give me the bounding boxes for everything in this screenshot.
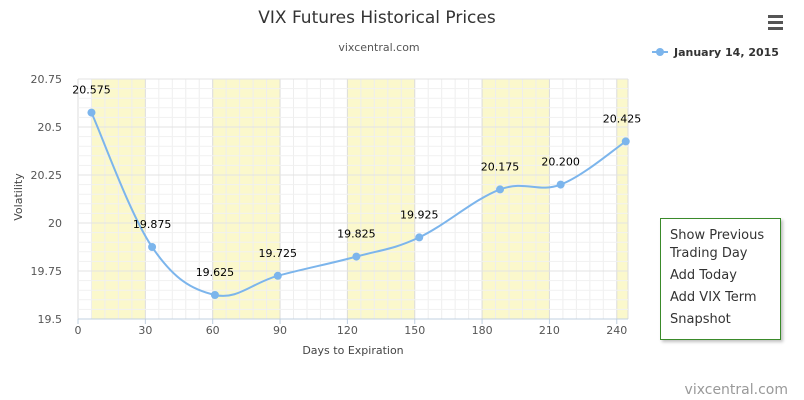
y-tick-label: 20.75 xyxy=(31,73,63,86)
data-label: 19.925 xyxy=(400,208,439,221)
data-point xyxy=(210,291,219,299)
chart-subtitle: vixcentral.com xyxy=(338,41,419,54)
menu-item-add-vix-term[interactable]: Add VIX Term xyxy=(670,290,757,305)
plot-band-2 xyxy=(347,79,415,319)
credit-link[interactable]: vixcentral.com xyxy=(685,382,788,398)
horizontal-grid xyxy=(78,78,628,320)
menu-item-add-today[interactable]: Add Today xyxy=(670,268,737,283)
data-label: 19.625 xyxy=(196,266,235,279)
y-tick-label: 19.5 xyxy=(38,313,63,326)
plot-bands xyxy=(91,79,628,319)
data-points xyxy=(87,108,630,299)
data-label: 19.725 xyxy=(259,247,298,260)
chart-title: VIX Futures Historical Prices xyxy=(258,8,496,28)
y-tick-label: 20 xyxy=(48,217,62,230)
data-label: 20.175 xyxy=(481,160,520,173)
data-label: 20.575 xyxy=(72,84,111,97)
x-tick-label: 150 xyxy=(404,324,425,337)
legend-marker-icon xyxy=(656,48,664,56)
x-tick-label: 180 xyxy=(472,324,493,337)
x-tick-label: 60 xyxy=(206,324,220,337)
plot-band-3 xyxy=(482,79,550,319)
plot-band-1 xyxy=(212,79,281,319)
data-point xyxy=(556,180,565,189)
data-point xyxy=(496,185,505,194)
x-tick-label: 240 xyxy=(606,324,627,337)
legend-label: January 14, 2015 xyxy=(673,46,779,59)
x-tick-label: 0 xyxy=(75,324,82,337)
y-tick-labels: 19.5 19.75 20 20.25 20.5 20.75 xyxy=(31,73,63,326)
x-tick-label: 210 xyxy=(539,324,560,337)
y-axis-title: Volatility xyxy=(12,173,25,221)
menu-item-show-previous-trading-day[interactable]: Show Previous Trading Day xyxy=(670,228,765,261)
data-point xyxy=(87,108,96,117)
legend-item[interactable]: January 14, 2015 xyxy=(652,46,779,59)
vertical-grid xyxy=(77,79,629,319)
data-labels: 20.575 19.875 19.625 19.725 19.825 19.925 20.1… xyxy=(72,84,641,279)
plot-band-4 xyxy=(616,79,628,319)
x-tick-label: 30 xyxy=(138,324,152,337)
x-tick-labels: 0 30 60 90 120 150 180 210 240 xyxy=(75,319,627,337)
data-point xyxy=(415,233,424,242)
data-point xyxy=(621,137,630,146)
data-label: 20.425 xyxy=(603,112,642,125)
y-tick-label: 20.5 xyxy=(38,121,63,134)
data-point xyxy=(148,243,157,251)
x-tick-label: 90 xyxy=(273,324,287,337)
y-tick-label: 20.25 xyxy=(31,169,63,182)
data-label: 19.875 xyxy=(133,218,172,231)
x-tick-label: 120 xyxy=(337,324,358,337)
chart-menu-button[interactable] xyxy=(765,12,787,32)
data-label: 19.825 xyxy=(337,228,376,241)
menu-item-snapshot[interactable]: Snapshot xyxy=(670,312,731,327)
data-point xyxy=(352,252,361,261)
x-axis-title: Days to Expiration xyxy=(302,344,403,357)
data-point xyxy=(273,271,282,280)
data-label: 20.200 xyxy=(541,156,580,169)
y-tick-label: 19.75 xyxy=(31,265,63,278)
context-menu: Show Previous Trading Day Add Today Add … xyxy=(660,218,781,340)
